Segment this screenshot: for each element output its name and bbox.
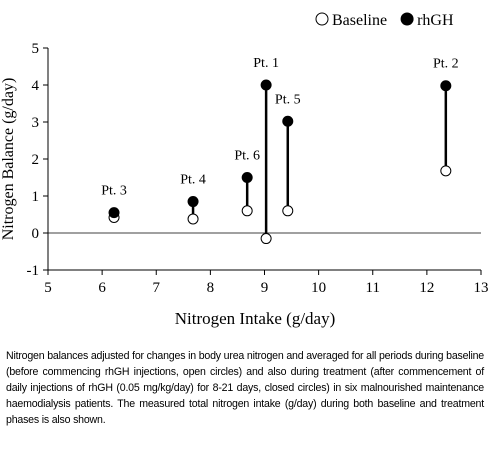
x-tick-label: 11 — [366, 280, 380, 296]
point — [241, 205, 253, 217]
legend-label: rhGH — [417, 12, 454, 29]
point-label: Pt. 5 — [275, 92, 301, 107]
x-tick-label: 12 — [419, 280, 434, 296]
y-tick-label: 4 — [32, 78, 40, 94]
x-tick-label: 10 — [311, 280, 326, 296]
x-tick-label: 5 — [44, 280, 52, 296]
point-label: Pt. 2 — [433, 57, 459, 72]
point — [440, 165, 452, 177]
point — [282, 205, 294, 217]
legend-marker — [400, 12, 414, 26]
point — [241, 172, 253, 183]
point — [260, 79, 272, 91]
legend-label: Baseline — [332, 12, 387, 29]
point — [187, 196, 199, 208]
point — [440, 80, 452, 92]
point — [187, 213, 199, 225]
point-label: Pt. 1 — [253, 56, 279, 71]
point — [108, 207, 120, 219]
x-tick-label: 9 — [261, 280, 269, 296]
x-tick-label: 8 — [207, 280, 215, 296]
y-tick-label: 2 — [32, 152, 40, 168]
caption: Nitrogen balances adjusted for changes i… — [6, 350, 484, 426]
point-label: Pt. 6 — [234, 149, 260, 164]
y-axis-label: Nitrogen Balance (g/day) — [0, 78, 17, 241]
point-label: Pt. 4 — [180, 173, 206, 188]
y-tick-label: 5 — [32, 41, 40, 57]
point-label: Pt. 3 — [101, 184, 127, 199]
chart: Nitrogen Intake (g/day) Nitrogen Balance… — [0, 12, 489, 328]
y-tick-label: 0 — [32, 226, 40, 242]
legend-marker — [315, 12, 329, 26]
y-tick-label: 1 — [32, 189, 40, 205]
y-tick-label: -1 — [27, 263, 40, 279]
x-tick-label: 7 — [153, 280, 161, 296]
x-axis-label: Nitrogen Intake (g/day) — [175, 309, 336, 328]
x-tick-label: 6 — [98, 280, 106, 296]
point — [260, 233, 272, 245]
point — [282, 115, 294, 127]
y-tick-label: 3 — [32, 115, 40, 131]
x-tick-label: 13 — [474, 280, 489, 296]
